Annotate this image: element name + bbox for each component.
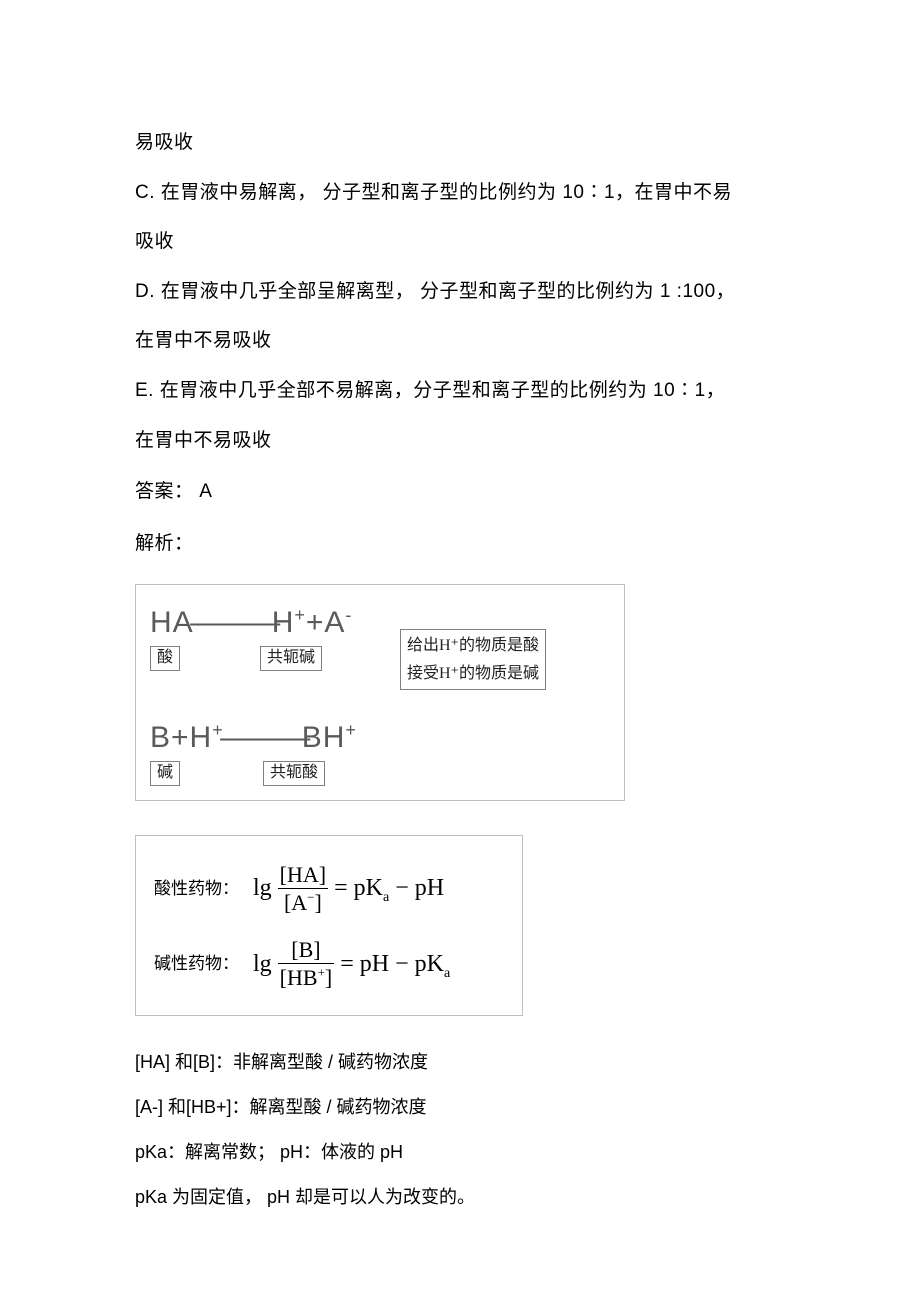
lg-1: lg [253,876,272,900]
analysis-label: 解析： [135,521,785,567]
note-3: pKa：解离常数； pH：体液的 pH [135,1130,785,1175]
option-e-line1: E. 在胃液中几乎全部不易解离，分子型和离子型的比例约为 10∶1， [135,368,785,414]
answer-line: 答案： A [135,469,785,515]
rhs-base: = pH − pKa [340,952,450,976]
eq2-dash: ——— [220,718,306,757]
option-d-line2: 在胃中不易吸收 [135,318,785,364]
eq1-minus-sup: - [345,605,352,625]
lg-2: lg [253,952,272,976]
rhs-acid: = pKa − pH [334,876,444,900]
numerator-ha: [HA] [278,862,328,887]
fraction-bar-1 [278,888,328,889]
denominator-hb: [HB+] [278,965,335,990]
equation-1: HA———H++A- [150,603,400,642]
tag-conjugate-acid: 共轭酸 [263,761,325,786]
equation-2-block: B+H+———BH+ 碱 共轭酸 [150,718,610,786]
denominator-a: [A−] [282,890,324,915]
base-formula-row: 碱性药物： lg [B] [HB+] = pH − pKa [154,937,504,991]
henderson-hasselbalch-box: 酸性药物： lg [HA] [A−] = pKa − pH 碱性药物： lg [… [135,835,523,1016]
note-4: pKa 为固定值， pH 却是可以人为改变的。 [135,1175,785,1220]
side-note-line2: 接受H⁺的物质是碱 [407,660,539,687]
eq2-b: B+H [150,721,212,754]
option-c-line2: 吸收 [135,219,785,265]
base-drug-label: 碱性药物： [154,955,239,972]
notes-block: [HA] 和[B]：非解离型酸 / 碱药物浓度 [A-] 和[HB+]：解离型酸… [135,1040,785,1220]
note-2: [A-] 和[HB+]：解离型酸 / 碱药物浓度 [135,1085,785,1130]
eq1-plus-sup: + [294,605,306,625]
eq2-bh: BH [302,721,346,754]
acid-drug-label: 酸性药物： [154,880,239,897]
acid-base-diagram: HA———H++A- 酸 共轭碱 给出H⁺的物质是酸 接受H⁺的物质是碱 B+H… [135,584,625,800]
side-note-line1: 给出H⁺的物质是酸 [407,632,539,659]
note-1: [HA] 和[B]：非解离型酸 / 碱药物浓度 [135,1040,785,1085]
option-d-line1: D. 在胃液中几乎全部呈解离型， 分子型和离子型的比例约为 1 :100， [135,269,785,315]
eq1-a: +A [306,606,346,639]
eq1-ha: HA [150,606,194,639]
option-c-line1: C. 在胃液中易解离， 分子型和离子型的比例约为 10∶1，在胃中不易 [135,170,785,216]
equation-1-row: HA———H++A- 酸 共轭碱 给出H⁺的物质是酸 接受H⁺的物质是碱 [150,603,610,689]
tag-base: 碱 [150,761,180,786]
option-e-line2: 在胃中不易吸收 [135,418,785,464]
side-note-box: 给出H⁺的物质是酸 接受H⁺的物质是碱 [400,629,546,689]
eq2-plus2: + [345,720,357,740]
fraction-ha-a: [HA] [A−] [278,862,328,916]
tag-acid: 酸 [150,646,180,671]
acid-formula-row: 酸性药物： lg [HA] [A−] = pKa − pH [154,862,504,916]
numerator-b: [B] [289,937,322,962]
eq1-dash: ——— [190,603,276,642]
fraction-b-hb: [B] [HB+] [278,937,335,991]
tag-conjugate-base: 共轭碱 [260,646,322,671]
equation-2: B+H+———BH+ [150,718,610,757]
text-line: 易吸收 [135,120,785,166]
